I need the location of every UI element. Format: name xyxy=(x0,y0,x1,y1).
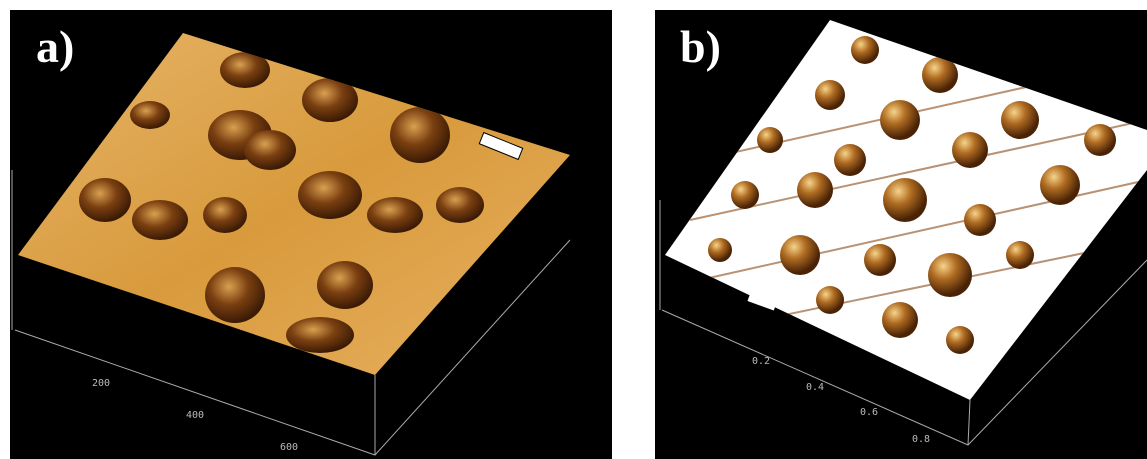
panel-a: a) 200 400 600 xyxy=(10,10,612,459)
tick-label: 0.8 xyxy=(912,434,930,445)
panel-label: b) xyxy=(680,21,721,72)
tick-label: 400 xyxy=(186,410,204,421)
tick-label: 600 xyxy=(280,442,298,453)
tick-label: 200 xyxy=(92,378,110,389)
tick-label: 0.4 xyxy=(806,382,824,393)
tick-label: 0.6 xyxy=(860,407,878,418)
panel-b: b) 0.2 0.4 0.6 0.8 xyxy=(655,10,1147,459)
figure: a) 200 400 600 xyxy=(0,0,1147,459)
tick-label: 0.2 xyxy=(752,356,770,367)
panel-label: a) xyxy=(36,21,74,72)
